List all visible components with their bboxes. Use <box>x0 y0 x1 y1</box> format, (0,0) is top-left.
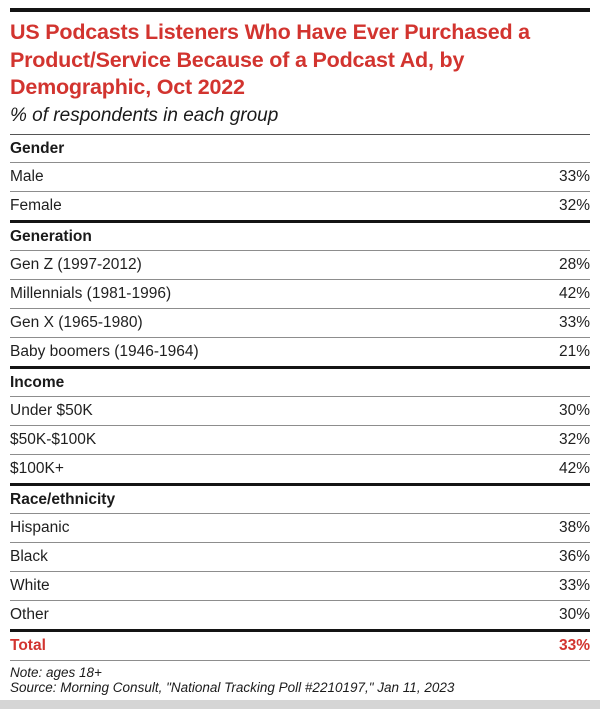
table-section: Income Under $50K 30% $50K-$100K 32% $100K+ 42… <box>10 365 590 483</box>
table-row: White 33% <box>10 572 590 601</box>
table-row: $50K-$100K 32% <box>10 426 590 455</box>
row-label: Baby boomers (1946-1964) <box>10 342 199 360</box>
row-value: 42% <box>558 459 590 477</box>
notes-block: Note: ages 18+ Source: Morning Consult, … <box>10 661 590 702</box>
row-value: 32% <box>558 196 590 214</box>
table-row: Black 36% <box>10 543 590 572</box>
row-value: 30% <box>558 401 590 419</box>
row-value: 28% <box>558 255 590 273</box>
table-row: Hispanic 38% <box>10 514 590 543</box>
row-label: Under $50K <box>10 401 93 419</box>
row-value: 42% <box>558 284 590 302</box>
row-value: 33% <box>558 576 590 594</box>
section-header: Race/ethnicity <box>10 486 590 514</box>
chart-container: US Podcasts Listeners Who Have Ever Purc… <box>10 8 590 705</box>
total-label: Total <box>10 636 46 654</box>
row-label: Black <box>10 547 48 565</box>
row-value: 36% <box>558 547 590 565</box>
demographic-table: Gender Male 33% Female 32% Generation Gen Z (1… <box>10 133 590 629</box>
table-row: Female 32% <box>10 192 590 220</box>
source-line: Source: Morning Consult, "National Track… <box>10 680 455 696</box>
row-value: 32% <box>558 430 590 448</box>
table-row: Other 30% <box>10 601 590 629</box>
section-header: Gender <box>10 135 590 163</box>
row-value: 33% <box>558 313 590 331</box>
section-header: Generation <box>10 223 590 251</box>
note-line: Note: ages 18+ <box>10 664 102 680</box>
top-rule <box>10 8 590 12</box>
chart-subtitle: % of respondents in each group <box>10 104 279 126</box>
row-label: Millennials (1981-1996) <box>10 284 172 302</box>
row-label: Hispanic <box>10 518 70 536</box>
row-label: White <box>10 576 50 594</box>
table-row: $100K+ 42% <box>10 455 590 483</box>
row-value: 21% <box>558 342 590 360</box>
table-section: Gender Male 33% Female 32% <box>10 135 590 220</box>
chart-title: US Podcasts Listeners Who Have Ever Purc… <box>10 20 530 100</box>
table-row: Gen Z (1997-2012) 28% <box>10 251 590 280</box>
row-label: Gen X (1965-1980) <box>10 313 143 331</box>
row-value: 33% <box>558 167 590 185</box>
row-label: $100K+ <box>10 459 64 477</box>
row-label: Other <box>10 605 49 623</box>
table-section: Race/ethnicity Hispanic 38% Black 36% White 33… <box>10 482 590 629</box>
bottom-strip <box>0 700 600 709</box>
table-row: Under $50K 30% <box>10 397 590 426</box>
row-value: 30% <box>558 605 590 623</box>
row-value: 38% <box>558 518 590 536</box>
table-row: Gen X (1965-1980) 33% <box>10 309 590 338</box>
row-label: $50K-$100K <box>10 430 97 448</box>
section-header: Income <box>10 369 590 397</box>
table-section: Generation Gen Z (1997-2012) 28% Millennial… <box>10 219 590 366</box>
row-label: Female <box>10 196 62 214</box>
row-label: Gen Z (1997-2012) <box>10 255 142 273</box>
row-label: Male <box>10 167 44 185</box>
table-row: Baby boomers (1946-1964) 21% <box>10 338 590 366</box>
total-row: Total 33% <box>10 628 590 661</box>
table-row: Millennials (1981-1996) 42% <box>10 280 590 309</box>
total-value: 33% <box>558 636 590 654</box>
table-row: Male 33% <box>10 163 590 192</box>
